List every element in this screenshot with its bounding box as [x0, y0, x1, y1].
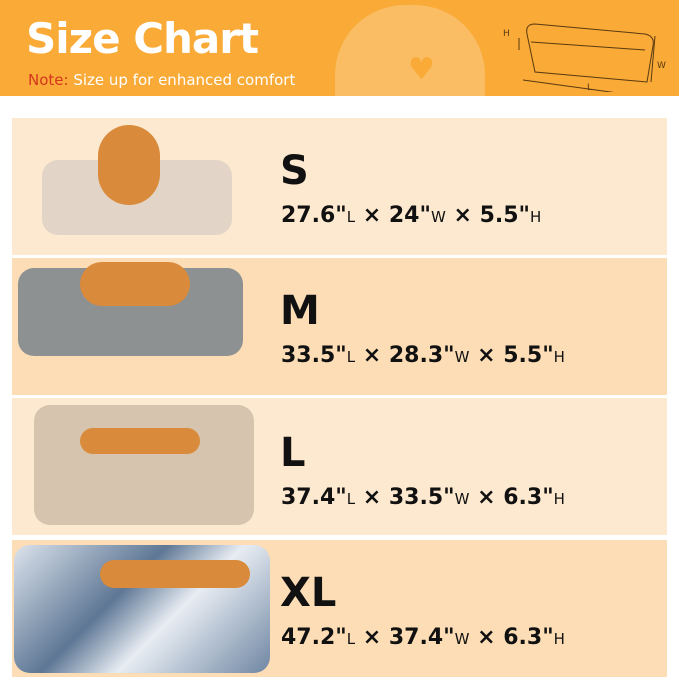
- size-label-xl: XL: [280, 570, 337, 616]
- h-unit: H: [553, 630, 565, 648]
- dimensions-m: 33.5"L × 28.3"W × 5.5"H: [281, 343, 565, 368]
- l-unit: L: [346, 630, 356, 648]
- times: ×: [355, 625, 389, 650]
- times: ×: [355, 203, 389, 228]
- diagram-w-label: W: [657, 61, 666, 71]
- length: 33.5": [281, 343, 347, 368]
- width: 24": [388, 203, 431, 228]
- bed-image-l: [34, 405, 254, 525]
- l-unit: L: [346, 348, 356, 366]
- w-unit: W: [454, 348, 470, 366]
- dog-image-m: [80, 262, 190, 306]
- bed-dimension-diagram-icon: H W L: [503, 23, 666, 92]
- times: ×: [469, 625, 504, 650]
- h-unit: H: [530, 208, 542, 226]
- size-label-s: S: [280, 148, 309, 194]
- times: ×: [445, 203, 480, 228]
- width: 33.5": [388, 485, 455, 510]
- dimensions-xl: 47.2"L × 37.4"W × 6.3"H: [281, 625, 565, 650]
- height: 6.3": [503, 625, 554, 650]
- note-text: Size up for enhanced comfort: [68, 71, 296, 89]
- header-banner: ♥ Size Chart Note: Size up for enhanced …: [0, 0, 679, 96]
- times: ×: [469, 485, 504, 510]
- dog-image-s: [98, 125, 160, 205]
- height: 5.5": [503, 343, 554, 368]
- w-unit: W: [454, 490, 470, 508]
- heart-icon: ♥: [408, 52, 435, 87]
- note-label: Note:: [28, 71, 69, 89]
- times: ×: [355, 343, 389, 368]
- w-unit: W: [454, 630, 470, 648]
- h-unit: H: [553, 490, 565, 508]
- dimensions-l: 37.4"L × 33.5"W × 6.3"H: [281, 485, 565, 510]
- width: 28.3": [388, 343, 455, 368]
- diagram-l-label: L: [587, 83, 592, 92]
- size-label-l: L: [280, 430, 306, 476]
- size-label-m: M: [280, 288, 320, 334]
- l-unit: L: [346, 490, 356, 508]
- l-unit: L: [346, 208, 356, 226]
- times: ×: [469, 343, 504, 368]
- page-title: Size Chart: [26, 14, 259, 63]
- w-unit: W: [430, 208, 446, 226]
- length: 27.6": [281, 203, 347, 228]
- length: 37.4": [281, 485, 347, 510]
- height: 5.5": [479, 203, 530, 228]
- height: 6.3": [503, 485, 554, 510]
- length: 47.2": [281, 625, 347, 650]
- times: ×: [355, 485, 389, 510]
- dimensions-s: 27.6"L × 24"W × 5.5"H: [281, 203, 541, 228]
- width: 37.4": [388, 625, 455, 650]
- dog-image-xl: [100, 560, 250, 588]
- diagram-h-label: H: [503, 29, 510, 39]
- h-unit: H: [553, 348, 565, 366]
- dog-image-l: [80, 428, 200, 454]
- note: Note: Size up for enhanced comfort: [28, 71, 295, 89]
